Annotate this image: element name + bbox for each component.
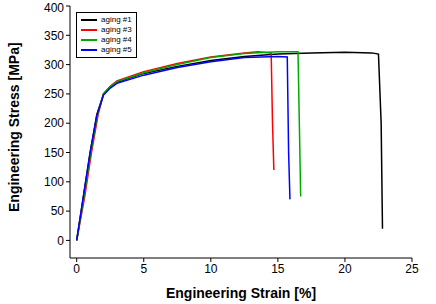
- svg-text:10: 10: [204, 262, 218, 276]
- html-text:aging #1: aging #1: [101, 15, 132, 24]
- svg-text:25: 25: [405, 262, 419, 276]
- svg-text:20: 20: [338, 262, 352, 276]
- svg-text:400: 400: [44, 1, 64, 15]
- svg-text:250: 250: [44, 87, 64, 101]
- svg-text:150: 150: [44, 146, 64, 160]
- html-text:aging #3: aging #3: [101, 25, 132, 34]
- svg-text:200: 200: [44, 116, 64, 130]
- html-text:aging #5: aging #5: [101, 45, 132, 54]
- svg-text:0: 0: [57, 234, 64, 248]
- svg-text:Engineering Strain [%]: Engineering Strain [%]: [166, 285, 316, 301]
- svg-text:350: 350: [44, 29, 64, 43]
- svg-text:50: 50: [51, 204, 65, 218]
- svg-text:5: 5: [140, 262, 147, 276]
- svg-text:0: 0: [73, 262, 80, 276]
- svg-text:300: 300: [44, 58, 64, 72]
- svg-text:Engineering Stress [MPa]: Engineering Stress [MPa]: [8, 42, 22, 212]
- svg-text:15: 15: [271, 262, 285, 276]
- html-text:aging #4: aging #4: [101, 35, 132, 44]
- svg-text:100: 100: [44, 175, 64, 189]
